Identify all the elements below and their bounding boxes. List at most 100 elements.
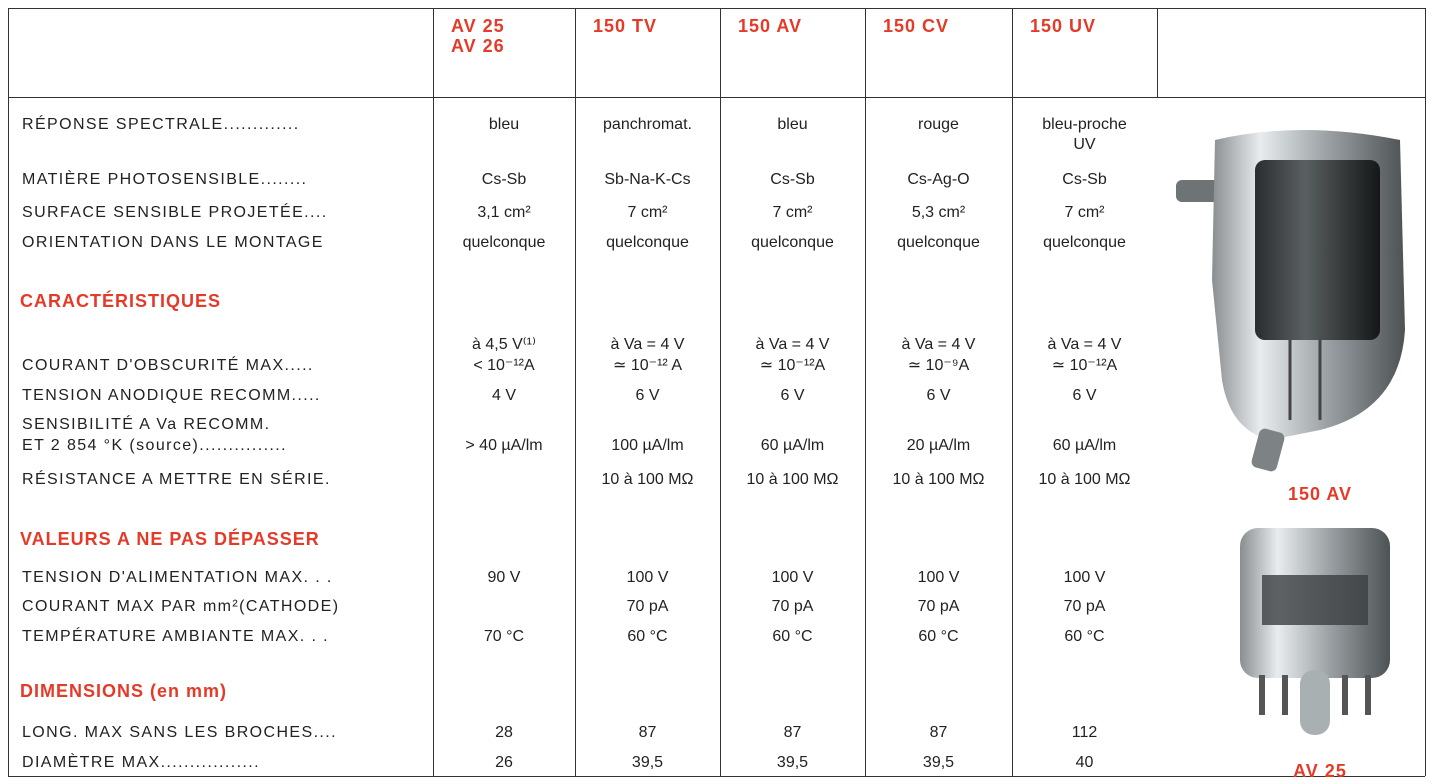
header-rule bbox=[8, 97, 1425, 98]
cell: quelconque bbox=[897, 234, 980, 251]
cell: 87 bbox=[929, 724, 948, 741]
cell: Cs-Ag-O bbox=[907, 171, 970, 188]
cell: bleu-proche bbox=[1042, 116, 1127, 133]
border bbox=[8, 8, 9, 776]
column-header: 150 TV bbox=[593, 16, 658, 36]
row-label: RÉSISTANCE A METTRE EN SÉRIE. bbox=[22, 471, 331, 488]
cell: 70 pA bbox=[917, 598, 960, 615]
cell: 4 V bbox=[491, 387, 516, 404]
cell: 87 bbox=[638, 724, 657, 741]
cell: > 40 µA/lm bbox=[465, 437, 543, 454]
row-label: RÉPONSE SPECTRALE............. bbox=[22, 116, 300, 133]
cell: 10 à 100 MΩ bbox=[892, 471, 985, 488]
cell: 60 °C bbox=[1064, 628, 1105, 645]
cell: Sb-Na-K-Cs bbox=[604, 171, 691, 188]
column-rule bbox=[1012, 8, 1013, 776]
cell: 100 µA/lm bbox=[611, 437, 684, 454]
column-header: 150 AV bbox=[738, 16, 803, 36]
cell: à Va = 4 V bbox=[901, 336, 976, 353]
cell: 7 cm² bbox=[772, 204, 813, 221]
cell: bleu bbox=[488, 116, 520, 133]
cell: rouge bbox=[918, 116, 959, 133]
cell: 28 bbox=[495, 724, 513, 741]
column-header: AV 26 bbox=[451, 36, 505, 56]
cell: 60 °C bbox=[918, 628, 959, 645]
cell: 60 °C bbox=[627, 628, 668, 645]
cell: 60 °C bbox=[772, 628, 813, 645]
cell: 6 V bbox=[1072, 387, 1097, 404]
column-rule bbox=[433, 8, 434, 776]
cell: ≃ 10⁻⁹A bbox=[907, 357, 970, 374]
cell: panchromat. bbox=[603, 116, 692, 133]
cell: à Va = 4 V bbox=[755, 336, 830, 353]
row-label: SENSIBILITÉ A Va RECOMM. bbox=[22, 416, 271, 433]
cell: 10 à 100 MΩ bbox=[1038, 471, 1131, 488]
cell: < 10⁻¹²A bbox=[473, 357, 535, 374]
cell: à 4,5 V⁽¹⁾ bbox=[472, 336, 536, 353]
column-rule bbox=[720, 8, 721, 776]
figure-caption: AV 25 bbox=[1293, 761, 1347, 781]
cell: quelconque bbox=[462, 234, 546, 251]
cell: Cs-Sb bbox=[1062, 171, 1107, 188]
cell: 90 V bbox=[487, 569, 521, 586]
tube-150av bbox=[1176, 130, 1405, 472]
border bbox=[8, 776, 1425, 777]
row-label: LONG. MAX SANS LES BROCHES.... bbox=[22, 724, 337, 741]
row-label: MATIÈRE PHOTOSENSIBLE........ bbox=[22, 171, 308, 188]
column-header: AV 25 bbox=[451, 16, 505, 36]
cell: 112 bbox=[1071, 724, 1098, 741]
cell: 39,5 bbox=[776, 754, 809, 771]
cell: 70 pA bbox=[771, 598, 814, 615]
column-rule bbox=[575, 8, 576, 776]
section-heading: CARACTÉRISTIQUES bbox=[20, 291, 222, 311]
cell: ≃ 10⁻¹²A bbox=[759, 357, 826, 374]
cell: 3,1 cm² bbox=[477, 204, 531, 221]
cell: 100 V bbox=[1063, 569, 1106, 586]
cell: 100 V bbox=[917, 569, 960, 586]
cell: quelconque bbox=[751, 234, 834, 251]
row-label: TENSION ANODIQUE RECOMM..... bbox=[22, 387, 321, 404]
cell: ≃ 10⁻¹² A bbox=[613, 357, 682, 374]
cell: ≃ 10⁻¹²A bbox=[1051, 357, 1118, 374]
column-rule bbox=[865, 8, 866, 776]
section-heading: VALEURS A NE PAS DÉPASSER bbox=[20, 529, 320, 549]
cell: 10 à 100 MΩ bbox=[746, 471, 839, 488]
cell: 10 à 100 MΩ bbox=[601, 471, 694, 488]
cell: 20 µA/lm bbox=[906, 437, 971, 454]
cell: 70 pA bbox=[626, 598, 669, 615]
cell: 87 bbox=[783, 724, 802, 741]
cell: 26 bbox=[495, 754, 513, 771]
row-label: SURFACE SENSIBLE PROJETÉE.... bbox=[22, 204, 328, 221]
cell: Cs-Sb bbox=[481, 171, 527, 188]
cell: Cs-Sb bbox=[770, 171, 815, 188]
border bbox=[1425, 8, 1426, 776]
cell: 6 V bbox=[635, 387, 660, 404]
cell: à Va = 4 V bbox=[610, 336, 685, 353]
cell: 7 cm² bbox=[1064, 204, 1105, 221]
cell: quelconque bbox=[1043, 234, 1126, 251]
cell: bleu bbox=[777, 116, 808, 133]
cell: 6 V bbox=[926, 387, 951, 404]
row-label: COURANT D'OBSCURITÉ MAX..... bbox=[22, 357, 314, 374]
cell: quelconque bbox=[606, 234, 689, 251]
column-header: 150 CV bbox=[883, 16, 950, 36]
cell: à Va = 4 V bbox=[1047, 336, 1122, 353]
row-label: TEMPÉRATURE AMBIANTE MAX. . . bbox=[22, 628, 330, 645]
figure-caption: 150 AV bbox=[1287, 484, 1353, 504]
border bbox=[8, 8, 1425, 9]
cell: 39,5 bbox=[922, 754, 955, 771]
cell: 5,3 cm² bbox=[911, 204, 966, 221]
section-heading: DIMENSIONS (en mm) bbox=[20, 681, 228, 701]
cell: 7 cm² bbox=[627, 204, 668, 221]
row-label: ET 2 854 °K (source)............... bbox=[22, 437, 287, 454]
cell: 6 V bbox=[780, 387, 805, 404]
row-label: DIAMÈTRE MAX................. bbox=[22, 754, 260, 771]
column-header: 150 UV bbox=[1030, 16, 1097, 36]
cell: 70 °C bbox=[483, 628, 525, 645]
cell: 40 bbox=[1075, 754, 1094, 771]
cell: 60 µA/lm bbox=[760, 437, 825, 454]
cell: 70 pA bbox=[1063, 598, 1106, 615]
tube-av25 bbox=[1240, 528, 1390, 735]
